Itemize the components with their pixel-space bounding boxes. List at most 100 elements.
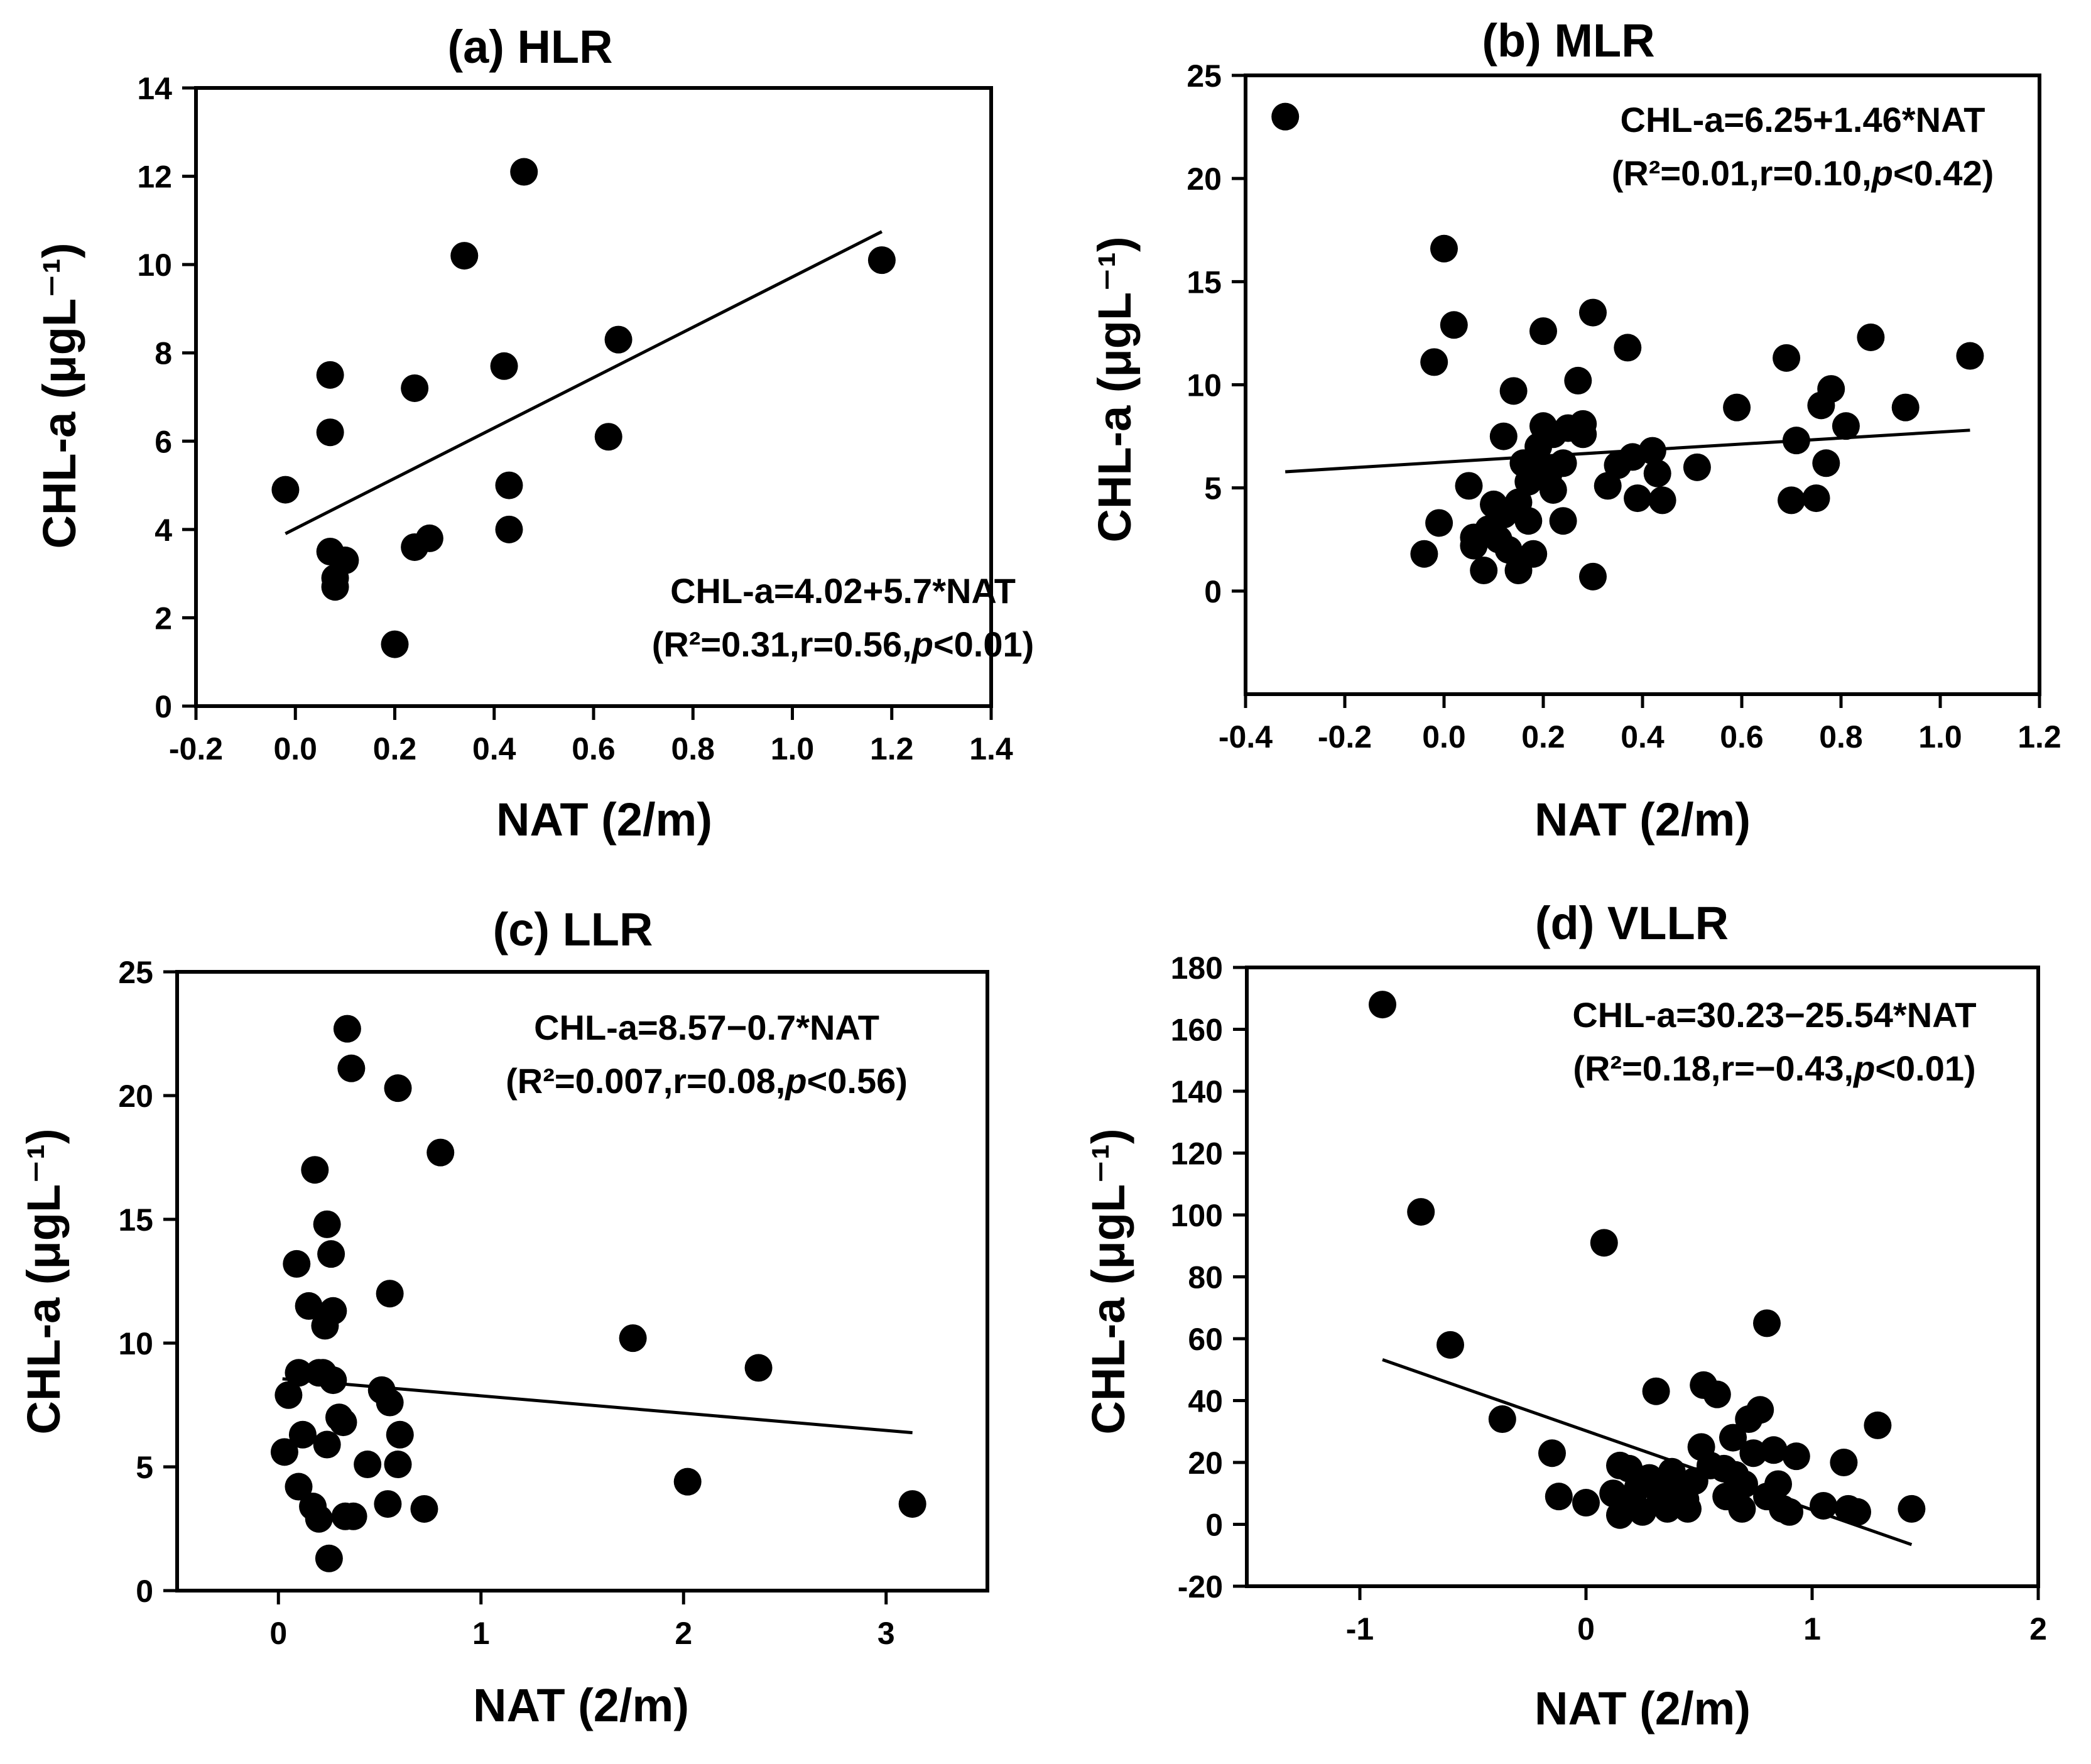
data-point [415,524,443,552]
data-point [1624,484,1652,513]
y-tick-label: 0 [155,689,172,724]
data-point [1440,311,1468,339]
x-tick-label: 2 [675,1616,692,1651]
data-point [1746,1396,1774,1424]
data-point [331,547,359,575]
data-point [1832,412,1860,440]
data-point [1545,1483,1573,1511]
y-tick-label: 5 [1204,471,1222,506]
data-point [1753,1309,1781,1337]
x-tick-label: 0 [1577,1611,1595,1647]
x-axis: -0.4 -0.2 0.0 0.2 0.4 0.6 0.8 1.0 1.2 [1219,694,2061,754]
y-tick-label: 160 [1171,1013,1223,1048]
x-tick-label: 1.0 [771,731,815,766]
data-point [1590,1229,1618,1257]
panel-b-mlr: (b) MLR -0.4 -0.2 0.0 0.2 0.4 0.6 0.8 1.0 1.2 0 5… [1089,14,2061,846]
annotation-stats-text: (R²=0.18,r=−0.43, [1573,1048,1854,1088]
annotation-p-value: <0.01) [933,624,1034,664]
data-point [1759,1436,1788,1464]
panel-d-vllr: (d) VLLR -1 0 1 2 -20 0 20 40 60 80 100 120 140 160 1… [1082,897,2047,1734]
y-tick-label: 25 [118,955,153,990]
data-point [1470,557,1498,584]
y-tick-label: 0 [1204,574,1222,609]
data-point [1410,540,1438,568]
data-point [285,1473,313,1501]
x-axis-label: NAT (2/m) [473,1679,689,1731]
annotation-stats: (R²=0.31,r=0.56,p<0.01) [652,624,1035,664]
data-point [1579,298,1607,327]
scatter-points [270,1015,926,1572]
x-tick-label: 1.2 [2018,719,2061,754]
x-tick-label: -0.2 [1318,719,1372,754]
data-point [1455,472,1483,500]
y-tick-label: 8 [155,336,172,371]
data-point [1538,1439,1566,1467]
y-axis-label: CHL-a (μgL⁻¹) [33,242,85,548]
y-tick-label: 140 [1171,1074,1223,1109]
y-tick-label: 20 [1188,1446,1223,1481]
x-tick-label: 0.8 [1819,719,1863,754]
y-tick-label: 20 [118,1079,153,1114]
data-point [1812,449,1840,477]
y-axis: 0 5 10 15 20 25 [1187,58,1246,609]
data-point [1643,459,1671,487]
data-point [1529,317,1557,346]
y-axis: -20 0 20 40 60 80 100 120 140 160 180 [1171,950,1247,1604]
x-tick-label: 0.8 [671,731,715,766]
data-point [1674,1494,1702,1523]
data-point [1549,507,1577,535]
data-point [450,242,479,270]
data-point [673,1467,702,1496]
data-point [283,1250,311,1278]
y-tick-label: 60 [1188,1322,1223,1357]
data-point [1723,393,1751,422]
x-axis: -0.2 0.0 0.2 0.4 0.6 0.8 1.0 1.2 1.4 [169,706,1013,766]
regression-line [1285,428,1970,474]
x-tick-label: 0.2 [373,731,417,766]
y-tick-label: 10 [137,248,172,283]
annotation-p-value: <0.42) [1893,153,1994,193]
x-tick-label: 0.4 [472,731,516,766]
chart-title: (d) VLLR [1535,897,1729,949]
data-point [1407,1198,1435,1226]
x-tick-label: 1.0 [1918,719,1962,754]
data-point [1830,1449,1858,1476]
y-tick-label: 10 [118,1326,153,1361]
data-point [1844,1498,1871,1526]
scatter-points [271,158,896,658]
data-point [1564,366,1592,395]
data-point [386,1420,414,1449]
x-tick-label: 0.6 [572,731,616,766]
data-point [1956,342,1984,370]
y-tick-label: 0 [136,1574,153,1609]
data-point [333,1015,361,1043]
y-tick-label: 25 [1187,58,1222,94]
annotation-p: p [911,624,933,664]
data-point [270,1438,298,1466]
y-axis-label: CHL-a (μgL⁻¹) [18,1128,70,1434]
x-tick-label: 0.0 [273,731,317,766]
data-point [329,1408,357,1437]
annotation-p-value: <0.56) [807,1061,908,1101]
x-axis: -1 0 1 2 [1346,1586,2047,1647]
annotation-stats-text: (R²=0.007,r=0.08, [506,1061,785,1101]
x-tick-label: -0.2 [169,731,223,766]
data-point [1802,484,1830,513]
data-point [1539,476,1567,504]
data-point [1572,1489,1600,1517]
chart-title: (c) LLR [493,903,653,956]
data-point [744,1354,773,1382]
y-tick-label: 12 [137,160,172,195]
y-tick-label: 15 [118,1202,153,1238]
data-point [1642,1377,1670,1405]
x-tick-label: 0.0 [1422,719,1466,754]
x-tick-label: 2 [2029,1611,2047,1647]
annotation-equation: CHL-a=8.57−0.7*NAT [534,1008,879,1047]
data-point [295,1292,323,1320]
data-point [1519,540,1548,568]
data-point [1730,1470,1758,1498]
data-point [374,1490,402,1518]
y-axis: 0 5 10 15 20 25 [118,955,177,1609]
data-point [1425,509,1453,537]
data-point [1810,1491,1837,1520]
